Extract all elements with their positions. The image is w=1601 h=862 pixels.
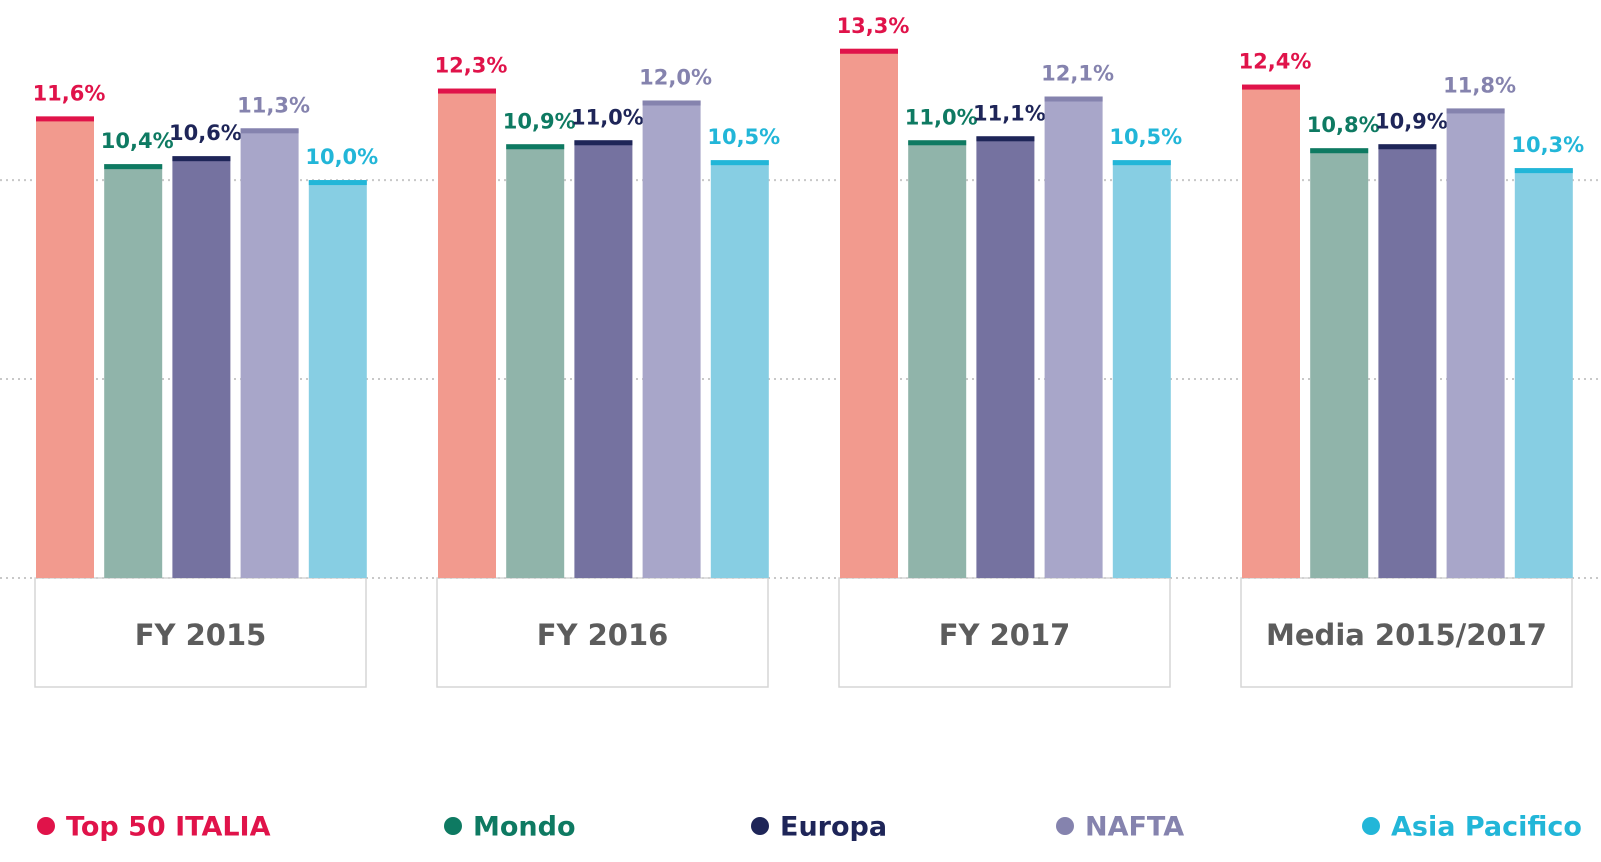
bar (1514, 168, 1573, 578)
value-label: 10,5% (707, 125, 780, 149)
x-tick-label: FY 2016 (537, 618, 669, 652)
bar-cap (506, 144, 565, 150)
bar (1378, 144, 1437, 578)
bar-cap (1242, 84, 1300, 90)
bar-cap (840, 48, 898, 54)
bar (308, 180, 367, 578)
bar (840, 48, 898, 579)
value-label: 11,3% (237, 93, 310, 117)
bar (240, 128, 299, 578)
bar (908, 140, 967, 578)
legend-label: Europa (780, 812, 887, 843)
value-label: 11,6% (33, 81, 106, 105)
bar (1112, 160, 1171, 578)
bar-cap (642, 100, 701, 106)
value-label: 12,0% (639, 65, 712, 89)
legend-label: Asia Pacifico (1391, 812, 1582, 843)
value-label: 12,4% (1239, 50, 1312, 74)
bar-cap (36, 116, 94, 122)
bar (710, 160, 769, 578)
bar (438, 88, 496, 578)
bar-cap (1112, 160, 1171, 166)
value-label: 10,5% (1109, 125, 1182, 149)
value-label: 11,0% (571, 105, 644, 129)
legend-label: NAFTA (1085, 812, 1184, 843)
value-label: 12,3% (435, 54, 508, 78)
bar-cap (240, 128, 299, 134)
bar-cap (574, 140, 633, 146)
value-label: 10,9% (1375, 109, 1448, 133)
bar-cap (308, 180, 367, 186)
bar-cap (1310, 148, 1369, 154)
legend-marker (751, 817, 769, 835)
value-label: 10,8% (1307, 113, 1380, 137)
bar (642, 100, 701, 578)
value-label: 11,8% (1443, 73, 1516, 97)
bar-cap (1044, 96, 1103, 102)
legend-marker (1362, 817, 1380, 835)
value-label: 10,0% (305, 145, 378, 169)
bar (172, 156, 231, 578)
bar-cap (908, 140, 967, 146)
bar-cap (438, 88, 496, 94)
bar (976, 136, 1035, 578)
value-label: 11,1% (973, 101, 1046, 125)
value-label: 10,9% (503, 109, 576, 133)
bar (1242, 84, 1300, 578)
value-label: 10,4% (101, 129, 174, 153)
bar (1446, 108, 1505, 578)
bar-cap (710, 160, 769, 166)
bar-cap (1378, 144, 1437, 150)
bar (1310, 148, 1369, 578)
bar-cap (1514, 168, 1573, 174)
value-label: 12,1% (1041, 62, 1114, 86)
value-label: 10,6% (169, 121, 242, 145)
x-tick-label: FY 2017 (939, 618, 1071, 652)
legend-label: Mondo (473, 812, 576, 843)
legend-marker (37, 817, 55, 835)
bar (1044, 96, 1103, 578)
bar (506, 144, 565, 578)
value-label: 13,3% (837, 14, 910, 38)
x-tick-label: FY 2015 (135, 618, 267, 652)
bar-cap (976, 136, 1035, 142)
legend-label: Top 50 ITALIA (66, 812, 271, 843)
value-label: 10,3% (1511, 133, 1584, 157)
bar-cap (104, 164, 163, 170)
legend-marker (444, 817, 462, 835)
bar-cap (1446, 108, 1505, 114)
bar (36, 116, 94, 579)
bar (104, 164, 163, 578)
bar (574, 140, 633, 578)
value-label: 11,0% (905, 105, 978, 129)
x-tick-label: Media 2015/2017 (1266, 618, 1547, 652)
bar-cap (172, 156, 231, 162)
legend-marker (1056, 817, 1074, 835)
